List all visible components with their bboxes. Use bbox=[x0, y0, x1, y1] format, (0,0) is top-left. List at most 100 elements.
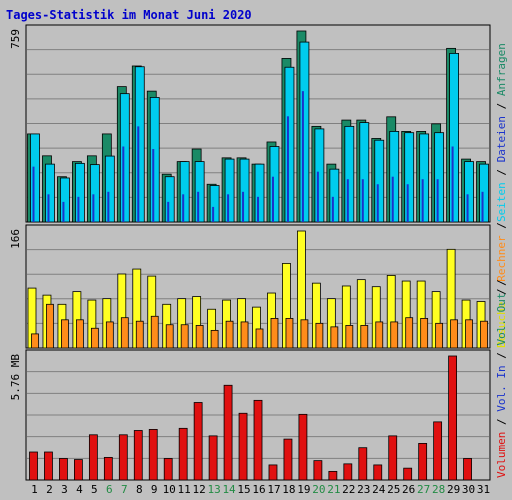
bar-dateien bbox=[134, 66, 145, 223]
x-tick-label-24: 24 bbox=[372, 483, 386, 496]
right-legend-visits-part: Rechner bbox=[495, 235, 508, 282]
bar-dateien bbox=[344, 125, 355, 223]
bar-rechner bbox=[375, 321, 384, 349]
bar-seiten bbox=[391, 176, 394, 222]
x-tick-label-19: 19 bbox=[297, 483, 310, 496]
bar-volumen bbox=[118, 434, 128, 481]
x-tick-label-27: 27 bbox=[417, 483, 430, 496]
panel-hits-max-label: 759 bbox=[9, 29, 22, 49]
x-tick-label-8: 8 bbox=[136, 483, 143, 496]
bar-volumen bbox=[418, 443, 428, 481]
bar-dateien bbox=[404, 132, 415, 223]
bar-rechner bbox=[240, 321, 249, 349]
bar-dateien bbox=[164, 176, 175, 223]
bar-volumen bbox=[88, 434, 98, 481]
x-tick-label-20: 20 bbox=[312, 483, 325, 496]
bar-dateien bbox=[479, 163, 489, 223]
x-tick-label-3: 3 bbox=[61, 483, 68, 496]
x-tick-label-25: 25 bbox=[387, 483, 400, 496]
bar-rechner bbox=[180, 324, 189, 349]
bar-rechner bbox=[165, 324, 174, 349]
bar-rechner bbox=[480, 320, 488, 349]
bar-volumen bbox=[163, 458, 173, 481]
x-tick-label-23: 23 bbox=[357, 483, 370, 496]
bar-dateien bbox=[434, 132, 445, 223]
bar-volumen bbox=[208, 435, 218, 481]
x-tick-label-10: 10 bbox=[163, 483, 176, 496]
bar-volumen bbox=[403, 467, 413, 481]
bar-rechner bbox=[315, 322, 324, 349]
bar-dateien bbox=[75, 162, 85, 223]
bar-dateien bbox=[464, 161, 474, 223]
chart-panels: 759 166 5.76 MB bbox=[9, 24, 491, 481]
bar-seiten bbox=[92, 194, 95, 222]
bar-seiten bbox=[316, 171, 319, 222]
x-tick-label-5: 5 bbox=[91, 483, 98, 496]
bar-dateien bbox=[254, 163, 265, 223]
bar-rechner bbox=[90, 327, 99, 349]
bar-volumen bbox=[29, 451, 38, 481]
bar-dateien bbox=[45, 163, 55, 223]
x-tick-label-9: 9 bbox=[151, 483, 158, 496]
bar-volumen bbox=[343, 463, 353, 481]
right-legend-hits-part: / bbox=[495, 162, 508, 182]
bar-rechner bbox=[405, 317, 414, 349]
bar-rechner bbox=[330, 326, 339, 349]
bar-rechner bbox=[450, 319, 458, 349]
bar-rechner bbox=[120, 317, 129, 349]
bar-volumen bbox=[298, 413, 308, 481]
bar-seiten bbox=[32, 166, 35, 222]
x-tick-label-2: 2 bbox=[46, 483, 53, 496]
bar-rechner bbox=[195, 325, 204, 349]
bar-dateien bbox=[179, 161, 190, 223]
x-tick-label-15: 15 bbox=[237, 483, 250, 496]
right-legend-hits-part: / bbox=[495, 96, 508, 116]
x-tick-label-16: 16 bbox=[252, 483, 265, 496]
bar-dateien bbox=[89, 164, 100, 223]
bar-volumen bbox=[358, 447, 368, 481]
bar-rechner bbox=[300, 319, 309, 349]
x-tick-label-7: 7 bbox=[121, 483, 128, 496]
right-legend-visits-part: Besuche bbox=[495, 302, 508, 348]
bar-seiten bbox=[77, 196, 80, 222]
right-legend-visits-part: / bbox=[495, 282, 508, 302]
bar-dateien bbox=[299, 41, 310, 223]
bar-dateien bbox=[30, 133, 40, 223]
x-axis-day-labels: 1 2 3 4 5 6 7 8 9 10 11 12 13 14 15 16 17 18 19 20 21 22 23 24 2… bbox=[31, 483, 490, 496]
bar-seiten bbox=[257, 196, 260, 222]
x-tick-label-17: 17 bbox=[267, 483, 280, 496]
bar-seiten bbox=[227, 194, 230, 222]
bar-rechner bbox=[390, 321, 399, 349]
bar-dateien bbox=[119, 93, 130, 223]
bar-seiten bbox=[421, 179, 424, 222]
bar-dateien bbox=[359, 122, 370, 223]
x-tick-label-14: 14 bbox=[222, 483, 236, 496]
bar-dateien bbox=[149, 97, 160, 223]
bar-rechner bbox=[135, 320, 144, 349]
bar-seiten bbox=[481, 191, 484, 222]
panel-volume: 5.76 MB bbox=[9, 349, 491, 481]
bar-volumen bbox=[388, 435, 398, 481]
bar-volumen bbox=[223, 384, 233, 481]
bar-rechner bbox=[31, 333, 39, 349]
bar-dateien bbox=[194, 161, 205, 223]
x-tick-label-26: 26 bbox=[402, 483, 415, 496]
bar-dateien bbox=[419, 133, 430, 223]
bar-seiten bbox=[361, 179, 364, 222]
x-tick-label-31: 31 bbox=[477, 483, 490, 496]
bar-rechner bbox=[46, 303, 54, 349]
x-tick-label-6: 6 bbox=[106, 483, 113, 496]
bar-dateien bbox=[374, 139, 385, 223]
bar-dateien bbox=[104, 155, 115, 223]
right-legend-volume-part: Vol. Out bbox=[495, 293, 508, 346]
bar-volumen bbox=[328, 470, 338, 481]
bar-rechner bbox=[270, 317, 279, 349]
bar-volumen bbox=[268, 464, 278, 481]
bar-seiten bbox=[286, 116, 289, 222]
bar-volumen bbox=[148, 429, 158, 481]
x-tick-label-4: 4 bbox=[76, 483, 83, 496]
bar-rechner bbox=[465, 319, 473, 349]
bar-volumen bbox=[74, 459, 83, 481]
bar-seiten bbox=[406, 184, 409, 222]
